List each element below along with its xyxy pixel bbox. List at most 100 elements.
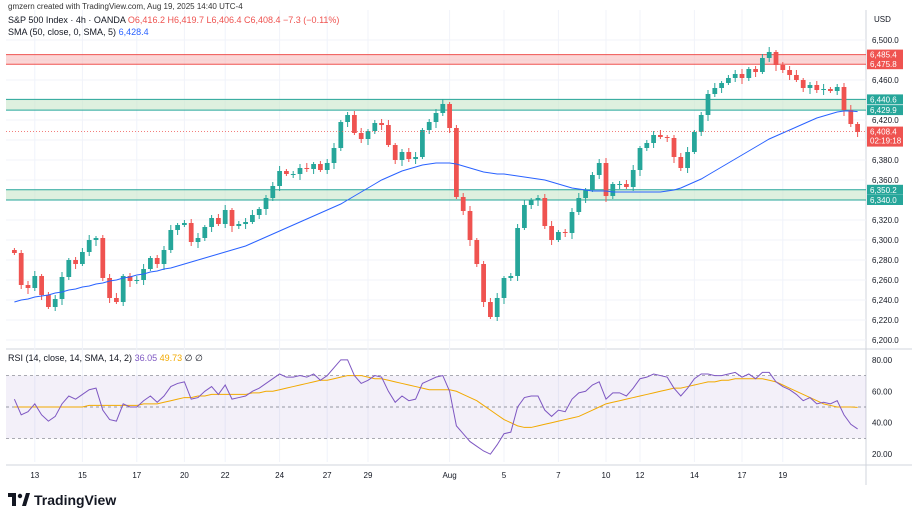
candle-body <box>692 132 697 152</box>
candle-body <box>284 171 289 174</box>
candle-body <box>848 110 854 124</box>
sma-polyline <box>14 110 858 303</box>
zone-price-tag <box>867 59 903 70</box>
candle-body <box>399 152 405 160</box>
candle-body <box>195 238 201 242</box>
candle-body <box>175 225 180 230</box>
last-price-tag <box>867 126 903 147</box>
price-tick-label: 6,200.0 <box>872 336 899 345</box>
time-tick-label: 10 <box>602 471 611 480</box>
candle-body <box>603 163 609 196</box>
sma-legend[interactable]: SMA (50, close, 0, SMA, 5) 6,428.4 <box>8 27 149 37</box>
candle-body <box>66 260 72 277</box>
rsi-tick-label: 80.00 <box>872 356 893 365</box>
candle-body <box>216 218 221 224</box>
zone-price-tag <box>867 184 903 195</box>
candle-body <box>814 85 820 90</box>
zone-price-label: 6,350.2 <box>870 186 897 195</box>
candle-body <box>148 258 153 269</box>
candle-body <box>712 88 718 94</box>
sma-line <box>6 110 866 303</box>
rsi-polyline <box>13 359 858 455</box>
candle-body <box>358 133 364 139</box>
time-tick-label: 13 <box>30 471 39 480</box>
rsi-value: 36.05 <box>134 353 158 363</box>
candle-body <box>433 113 439 122</box>
candle-body <box>841 87 847 110</box>
time-tick-label: 14 <box>690 471 699 480</box>
time-tick-label: 17 <box>132 471 141 480</box>
candle-body <box>542 198 548 226</box>
candle-body <box>134 280 140 281</box>
candle-body <box>834 87 840 91</box>
candle-body <box>18 253 24 285</box>
zone-price-label: 6,340.0 <box>870 196 897 205</box>
time-tick-label: 15 <box>78 471 87 480</box>
candle-body <box>379 123 384 125</box>
candle-body <box>780 65 786 70</box>
candle-body <box>515 228 520 276</box>
rsi-tick-label: 40.00 <box>872 419 893 428</box>
candle-body <box>630 170 636 187</box>
brand-name: TradingView <box>34 492 117 508</box>
sma-value: 6,428.4 <box>118 27 149 37</box>
time-tick-label: 5 <box>502 471 507 480</box>
sma-label: SMA (50, close, 0, SMA, 5) <box>8 27 117 37</box>
symbol-legend[interactable]: S&P 500 Index · 4h · OANDA O6,416.2 H6,4… <box>8 15 339 25</box>
candle-body <box>467 211 473 240</box>
candle-body <box>107 278 112 298</box>
candle-body <box>494 298 500 317</box>
candle-body <box>114 298 119 302</box>
candle-body <box>508 276 514 278</box>
candle-body <box>678 157 684 168</box>
candle-body <box>651 135 656 143</box>
candle-body <box>324 163 330 170</box>
candle-body <box>277 171 282 186</box>
price-tick-label: 6,240.0 <box>872 296 899 305</box>
candle-body <box>365 131 371 139</box>
candle-body <box>182 223 187 225</box>
candle-body <box>440 104 446 113</box>
candle-body <box>331 148 337 163</box>
candle-body <box>290 174 296 175</box>
time-axis: 13 15 17 20 22 24 27 29 Aug 5 7 10 12 14 17 19 <box>30 471 787 480</box>
tradingview-logo-icon <box>8 493 30 507</box>
candle-body <box>338 122 344 148</box>
candle-body <box>168 230 174 250</box>
price-tick-label: 6,420.0 <box>872 116 899 125</box>
candle-body <box>658 135 663 137</box>
candle-body <box>828 89 833 91</box>
rsi-legend[interactable]: RSI (14, close, 14, SMA, 14, 2) 36.05 49… <box>8 353 203 364</box>
candle-body <box>644 143 650 148</box>
zone-price-label: 6,440.6 <box>870 95 897 104</box>
time-tick-label: 22 <box>221 471 230 480</box>
zone-price-label: 6,429.9 <box>870 106 897 115</box>
zone-resistance <box>6 54 866 65</box>
candle-body <box>311 164 316 169</box>
price-tick-label: 6,460.0 <box>872 76 899 85</box>
candle-body <box>250 215 255 222</box>
time-tick-label: 19 <box>778 471 787 480</box>
candle-body <box>583 190 588 198</box>
candle-body <box>73 260 78 264</box>
candle-body <box>426 122 432 130</box>
candle-body <box>352 115 357 133</box>
time-tick-label: Aug <box>442 471 456 480</box>
candle-body <box>590 175 595 190</box>
candle-body <box>501 278 507 298</box>
candle-body <box>562 232 568 233</box>
price-tick-label: 6,380.0 <box>872 156 899 165</box>
zone-price-tag <box>867 49 903 60</box>
candle-body <box>372 123 378 131</box>
rsi-pane <box>6 359 866 455</box>
candle-body <box>406 152 412 159</box>
candle-body <box>671 138 677 157</box>
candle-body <box>236 224 242 226</box>
rsi-extra: ∅ ∅ <box>184 353 203 363</box>
candle-body <box>229 210 235 226</box>
tradingview-logo[interactable]: TradingView <box>8 492 116 508</box>
candle-body <box>297 168 303 174</box>
time-tick-label: 7 <box>556 471 561 480</box>
ohlc-values: O6,416.2 H6,419.7 L6,406.4 C6,408.4 −7.3… <box>127 15 340 25</box>
